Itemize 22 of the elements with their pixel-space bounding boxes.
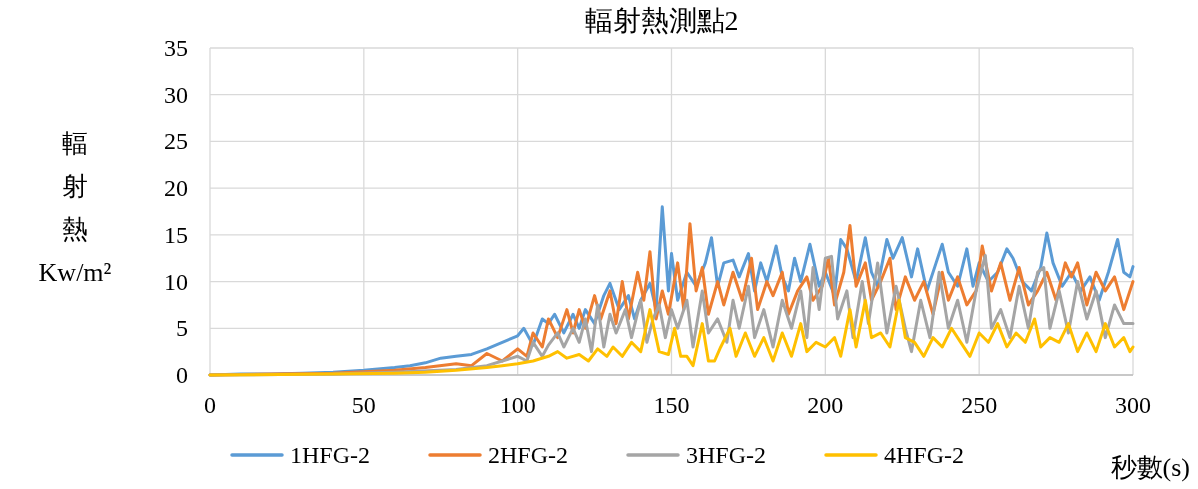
y-tick-label: 10: [164, 268, 188, 295]
y-tick-label: 0: [176, 362, 188, 388]
y-tick-label: 25: [164, 128, 188, 155]
x-tick-label: 50: [351, 392, 376, 418]
y-tick-label: 30: [164, 81, 188, 108]
y-tick-label: 5: [176, 315, 188, 342]
y-tick-label: 35: [164, 35, 188, 61]
x-axis-title: 秒數(s): [1110, 453, 1190, 482]
legend-label: 2HFG-2: [488, 442, 569, 468]
chart-title: 輻射熱測點2: [584, 5, 739, 36]
y-tick-label: 15: [164, 221, 188, 248]
y-tick-label: 20: [164, 175, 188, 202]
legend-label: 3HFG-2: [686, 442, 767, 468]
x-tick-label: 300: [1115, 392, 1151, 418]
x-tick-label: 0: [204, 392, 216, 418]
legend-label: 4HFG-2: [884, 442, 965, 468]
y-axis-title: 輻射熱 Kw/m²: [38, 129, 112, 287]
x-tick-label: 150: [653, 392, 690, 418]
x-tick-label: 250: [961, 392, 998, 418]
x-tick-label: 100: [499, 392, 536, 418]
legend-label: 1HFG-2: [290, 442, 371, 468]
x-tick-label: 200: [807, 392, 844, 418]
